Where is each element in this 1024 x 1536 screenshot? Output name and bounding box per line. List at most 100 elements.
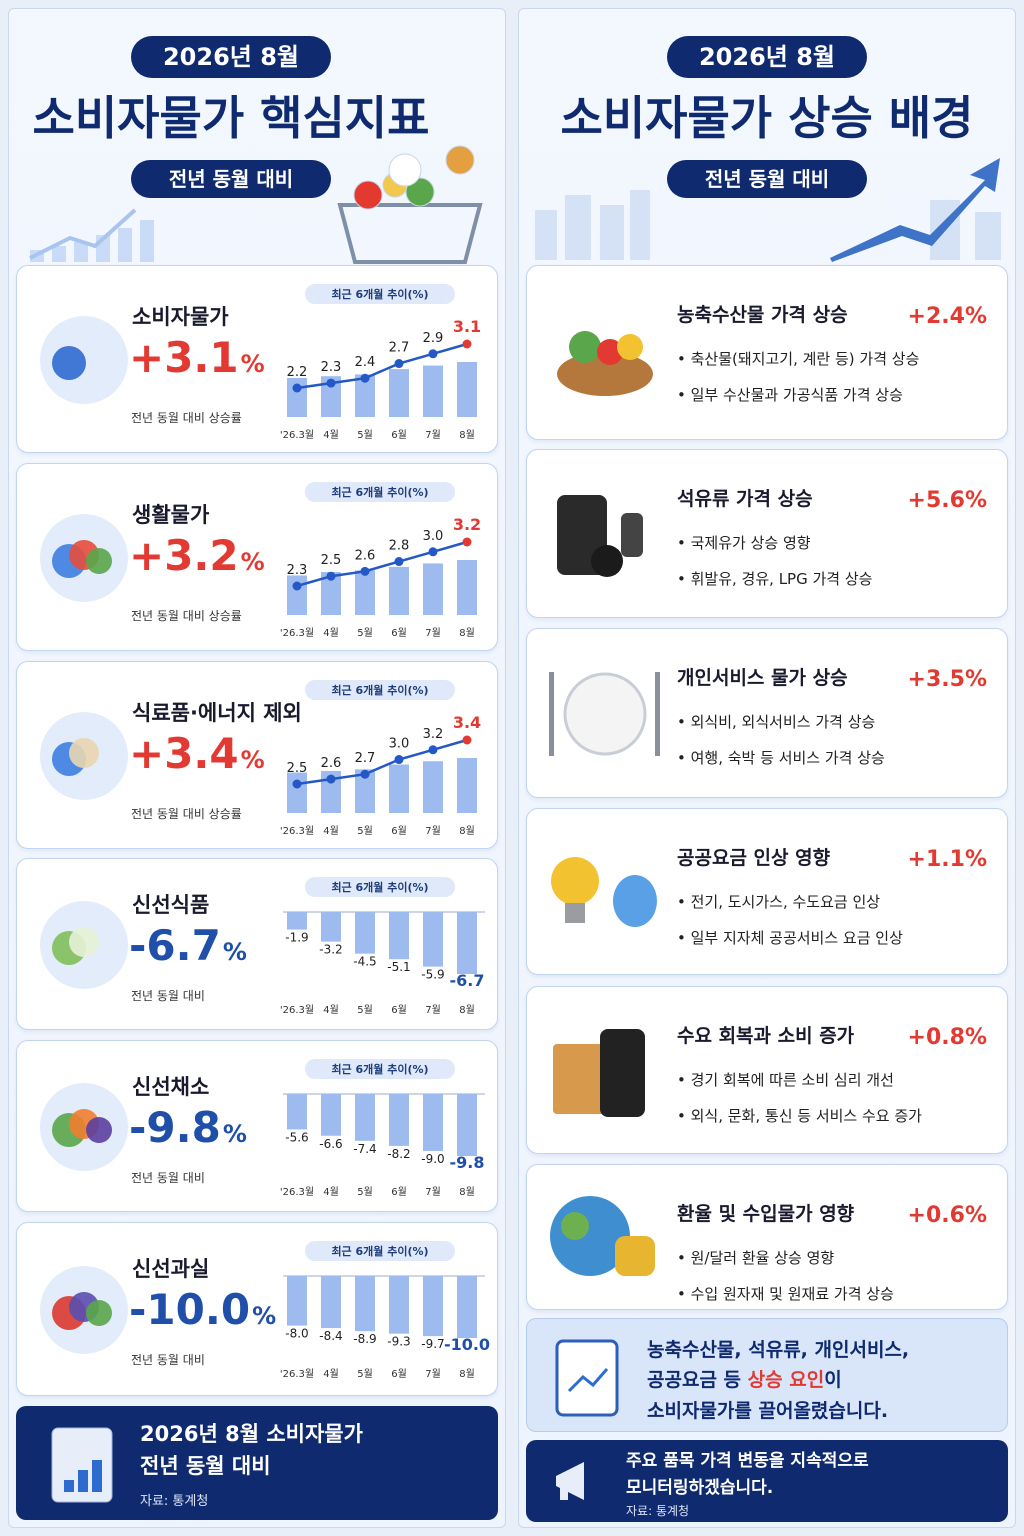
summary-line: 공공요금 등 상승 요인이 [647, 1365, 842, 1392]
factor-bullet: 외식비, 외식서비스 가격 상승 [677, 711, 876, 732]
icon-shape [621, 512, 643, 557]
mini-chart: 최근 6개월 추이(%) '26.3월 4월 5월 6월 7월 8월 2.2 2.3 2.4 2.7… [280, 284, 481, 441]
icon-shape [569, 330, 601, 363]
basket-item [405, 177, 435, 207]
x-category: 7월 [425, 429, 441, 441]
indicator-card: 소비자물가 +3.1% 전년 동월 대비 상승률 최근 6개월 추이(%) '26.3월… [16, 265, 498, 453]
data-label: -5.9 [421, 968, 444, 982]
data-label: 2.5 [287, 761, 308, 776]
megaphone-handle [560, 1486, 568, 1500]
factor-card: 환율 및 수입물가 영향 +0.6% 원/달러 환율 상승 영향수입 원자재 및 원… [526, 1164, 1008, 1310]
x-category: 4월 [323, 627, 339, 639]
header-subtitle: 전년 동월 대비 [667, 160, 867, 198]
left-footer: 2026년 8월 소비자물가 전년 동월 대비 자료: 통계청 [16, 1406, 498, 1520]
chart-title: 최근 6개월 추이(%) [331, 1062, 428, 1076]
clipboard-icon [51, 1427, 113, 1503]
bar [457, 758, 477, 813]
chart-title: 최근 6개월 추이(%) [331, 880, 428, 894]
bar [321, 1276, 341, 1329]
x-category: '26.3월 [280, 1004, 314, 1016]
icon-shape [69, 927, 99, 957]
bar [321, 376, 341, 417]
factor-icon [553, 1029, 645, 1117]
clipboard-line [567, 1368, 609, 1393]
x-category: 8월 [459, 627, 475, 639]
header-badge: 2026년 8월 [667, 36, 867, 78]
data-label: 3.4 [453, 713, 481, 732]
data-label: 2.3 [287, 563, 308, 578]
footer-source: 자료: 통계청 [626, 1504, 690, 1518]
summary-text: 공공요금 등 [647, 1369, 748, 1391]
factor-card: 농축수산물 가격 상승 +2.4% 축산물(돼지고기, 계란 등) 가격 상승일부 … [526, 265, 1008, 440]
icon-shape [549, 672, 554, 756]
data-label: 2.3 [321, 360, 342, 375]
value-number: +3.2 [129, 531, 239, 580]
indicator-name: 식료품·에너지 제외 [132, 701, 302, 725]
indicator-card: 신선과실 -10.0% 전년 동월 대비 최근 6개월 추이(%) '26.3월 4월 5월… [16, 1222, 498, 1396]
mini-chart: 최근 6개월 추이(%) '26.3월 4월 5월 6월 7월 8월 -1.9 -3.2 -4.5… [280, 877, 485, 1016]
x-category: 6월 [391, 429, 407, 441]
indicator-desc: 전년 동월 대비 [131, 1353, 205, 1367]
factor-value: +0.8% [907, 1025, 987, 1050]
x-category: 5월 [357, 627, 373, 639]
data-label: 2.4 [355, 355, 376, 370]
indicator-value: -6.7% [129, 921, 247, 970]
data-label: 2.7 [389, 341, 410, 356]
icon-shape [565, 902, 585, 923]
basket-item [388, 153, 422, 187]
x-category: 5월 [357, 1368, 373, 1380]
line-point [326, 378, 336, 388]
deco-building [975, 212, 1001, 260]
line-point [360, 769, 370, 779]
chart-title: 최근 6개월 추이(%) [331, 485, 428, 499]
indicator-value: +3.2% [129, 531, 265, 580]
x-category: 7월 [425, 1186, 441, 1198]
chart-title-bg [305, 482, 455, 502]
basket-item [445, 145, 475, 175]
data-label: -10.0 [444, 1335, 490, 1354]
basket-item [353, 180, 383, 210]
bar [321, 1094, 341, 1136]
indicator-value: +3.4% [129, 729, 265, 778]
summary-line: 농축수산물, 석유류, 개인서비스, [647, 1339, 910, 1361]
data-label: -6.7 [450, 971, 485, 990]
indicator-desc: 전년 동월 대비 상승률 [131, 807, 242, 821]
deco-building [630, 190, 650, 260]
line-point [394, 755, 404, 765]
clipboard-bar [92, 1460, 102, 1492]
x-category: 7월 [425, 825, 441, 837]
x-category: 4월 [323, 1004, 339, 1016]
factor-bullet: 수입 원자재 및 원재료 가격 상승 [677, 1283, 894, 1304]
bar [389, 566, 409, 615]
line-point [462, 339, 472, 349]
line-point [360, 566, 370, 576]
clipboard-bar [64, 1480, 74, 1492]
factor-bullet: 원/달러 환율 상승 영향 [677, 1247, 835, 1268]
data-label: -3.2 [319, 943, 342, 957]
card-icon [40, 1083, 128, 1171]
factor-bullet: 여행, 숙박 등 서비스 가격 상승 [677, 747, 885, 768]
card-icon [40, 1266, 128, 1354]
deco-bar [74, 242, 88, 262]
footer-line: 전년 동월 대비 [140, 1454, 271, 1478]
chart-title-bg [305, 877, 455, 897]
factor-icon [550, 1196, 655, 1276]
bar [321, 912, 341, 942]
icon-shape [86, 548, 112, 574]
chart-title-bg [305, 1241, 455, 1261]
deco-building [565, 195, 591, 260]
icon-shape [613, 874, 657, 927]
icon-shape [69, 738, 99, 768]
value-number: -6.7 [129, 921, 221, 970]
mini-chart: 최근 6개월 추이(%) '26.3월 4월 5월 6월 7월 8월 2.3 2.5 2.6 2.8… [280, 482, 481, 639]
data-label: -9.7 [421, 1337, 444, 1351]
card-icon [40, 514, 128, 602]
data-label: -9.3 [387, 1335, 410, 1349]
x-category: '26.3월 [280, 1368, 314, 1380]
factor-card: 수요 회복과 소비 증가 +0.8% 경기 회복에 따른 소비 심리 개선외식, 문… [526, 986, 1008, 1154]
factor-value: +0.6% [907, 1203, 987, 1228]
indicator-value: +3.1% [129, 333, 265, 382]
data-label: -9.0 [421, 1152, 444, 1166]
x-category: 6월 [391, 1004, 407, 1016]
